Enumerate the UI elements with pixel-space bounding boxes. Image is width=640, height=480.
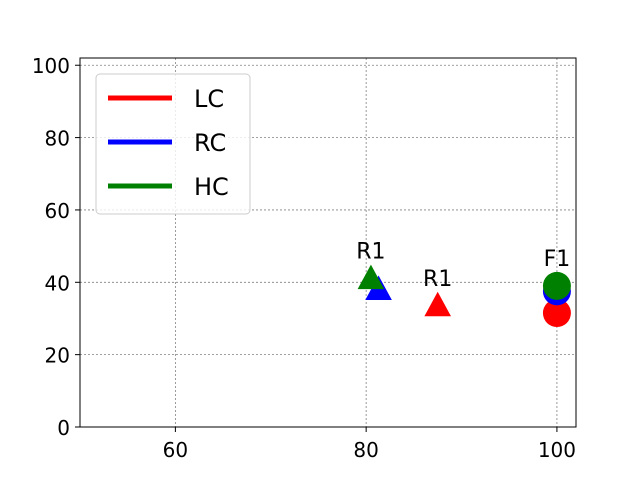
data-points xyxy=(357,264,571,328)
point-label: R1 xyxy=(423,267,452,292)
legend: LC RC HC xyxy=(95,73,251,215)
plot-frame xyxy=(79,57,577,428)
x-tick-label: 80 xyxy=(353,438,378,462)
circle-marker-lc xyxy=(542,299,571,328)
triangle-marker-lc xyxy=(424,291,451,317)
legend-box xyxy=(95,73,251,215)
y-tick-label: 0 xyxy=(57,416,70,440)
y-tick-label: 80 xyxy=(45,127,70,151)
triangle-marker-hc xyxy=(357,264,385,290)
point-label: R1 xyxy=(356,240,385,265)
point-annotations: R1 R1 F1 xyxy=(356,240,570,292)
legend-label: LC xyxy=(194,85,224,113)
x-tick-label: 60 xyxy=(163,438,188,462)
legend-label: RC xyxy=(194,129,226,157)
circle-marker-hc xyxy=(542,271,571,300)
x-axis-ticks: 60 80 100 xyxy=(163,427,576,462)
y-axis-ticks: 0 20 40 60 80 100 xyxy=(32,54,80,440)
y-tick-label: 20 xyxy=(45,344,70,368)
x-tick-label: 100 xyxy=(538,438,576,462)
y-tick-label: 40 xyxy=(45,271,70,295)
point-label: F1 xyxy=(544,247,571,272)
y-tick-label: 60 xyxy=(45,199,70,223)
y-tick-label: 100 xyxy=(32,54,70,78)
legend-label: HC xyxy=(194,173,229,201)
